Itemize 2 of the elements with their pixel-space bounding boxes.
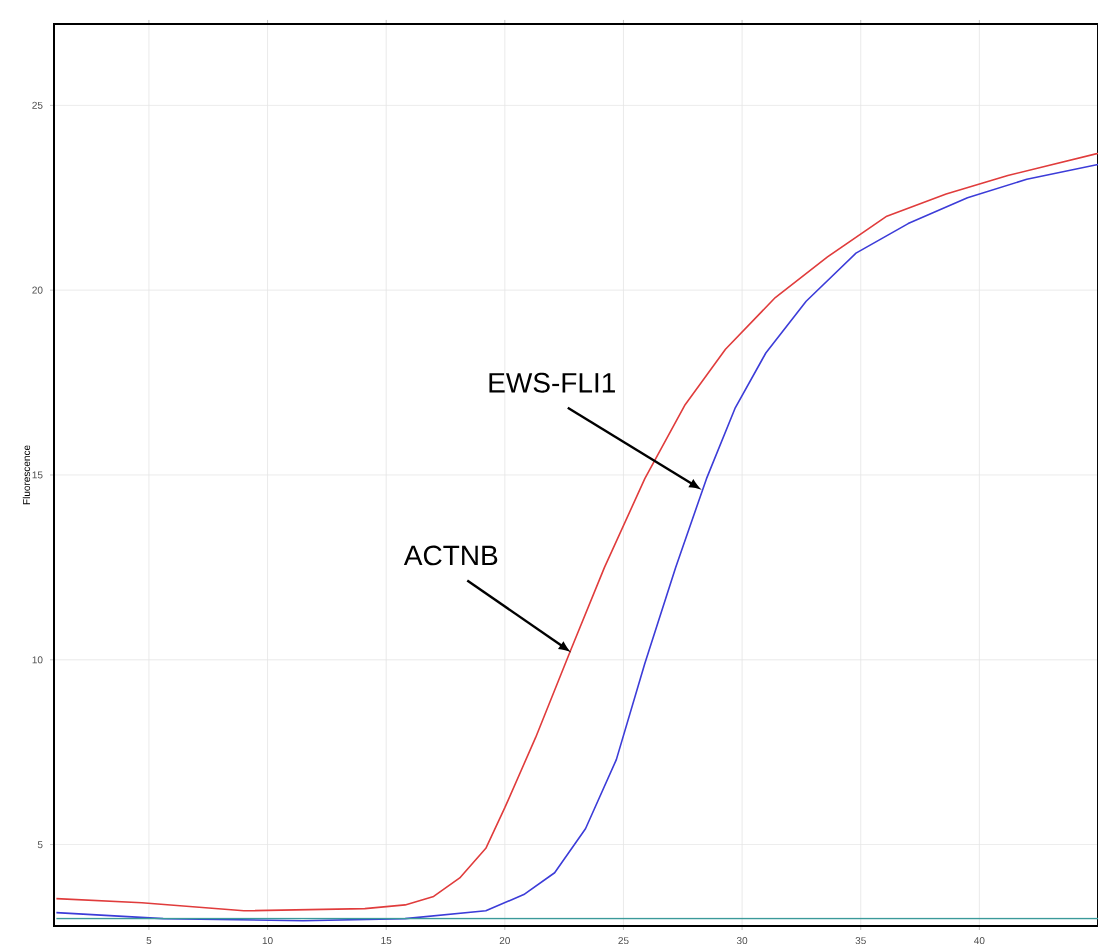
annotation: EWS-FLI1 bbox=[489, 372, 615, 393]
annotation: ACTNB bbox=[403, 545, 498, 566]
